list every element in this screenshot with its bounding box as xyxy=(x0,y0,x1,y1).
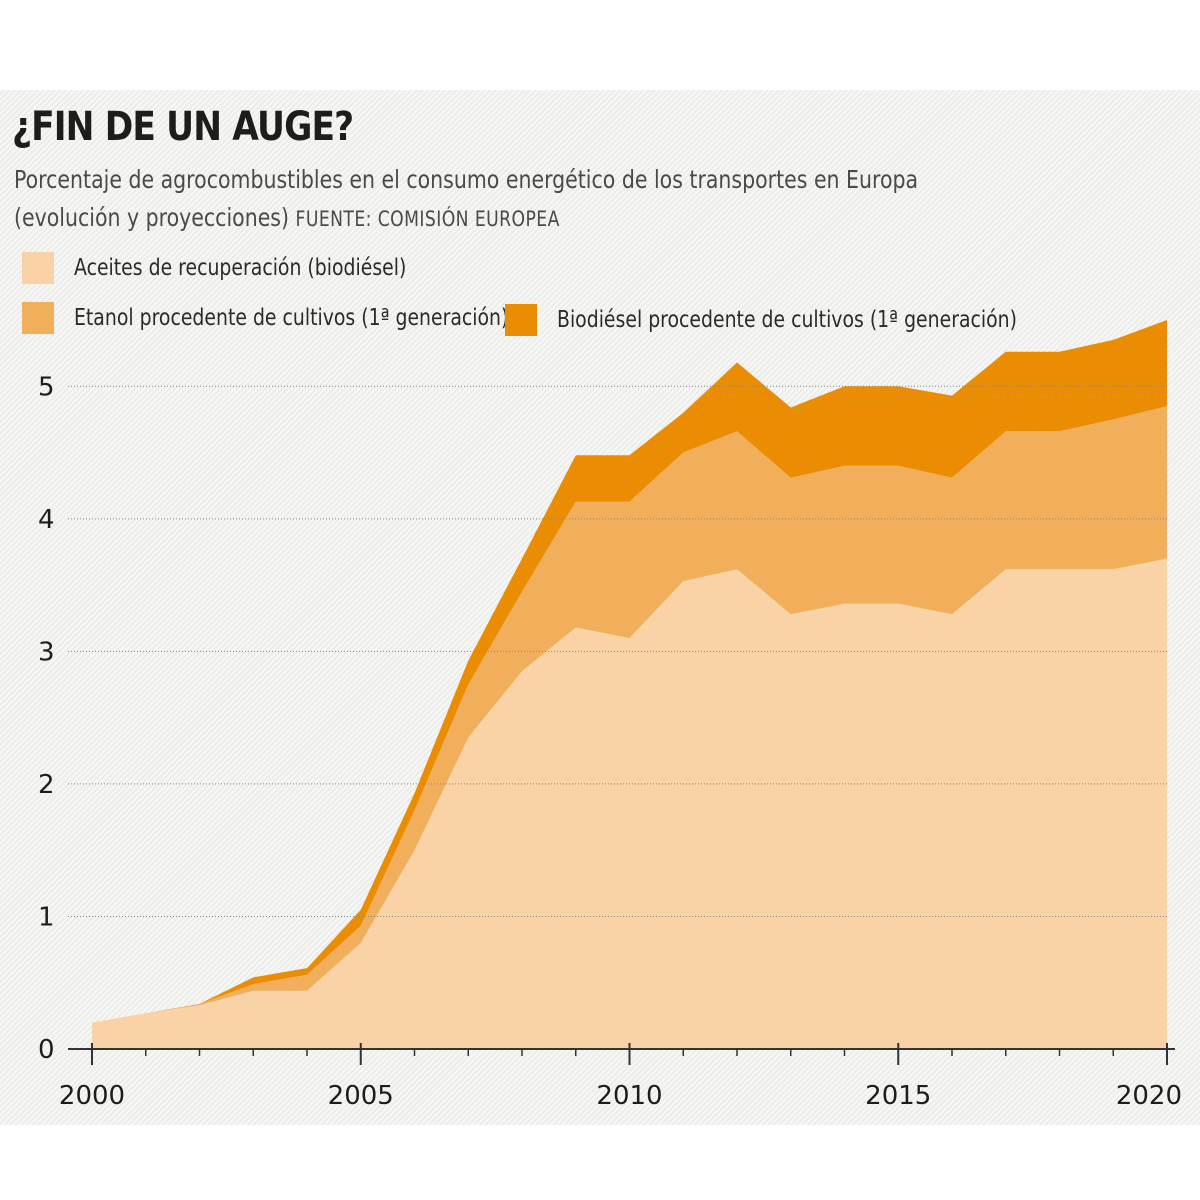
stacked-area-chart: 0 1 2 3 4 5 2000 2005 2010 2015 2020 xyxy=(0,0,1200,1200)
y-tick-label-3: 3 xyxy=(38,637,55,667)
axes-layer: 2000 2005 2010 2015 2020 xyxy=(59,1043,1182,1111)
x-tick-label-2015: 2015 xyxy=(865,1081,931,1111)
areas-layer xyxy=(92,320,1167,1049)
y-tick-label-2: 2 xyxy=(38,770,55,800)
x-tick-label-2000: 2000 xyxy=(59,1081,125,1111)
y-tick-label-0: 0 xyxy=(38,1035,55,1065)
y-tick-label-1: 1 xyxy=(38,902,55,932)
x-tick-label-2020: 2020 xyxy=(1116,1081,1182,1111)
y-tick-label-4: 4 xyxy=(38,505,55,535)
y-tick-label-5: 5 xyxy=(38,372,55,402)
x-tick-label-2010: 2010 xyxy=(596,1081,662,1111)
x-tick-label-2005: 2005 xyxy=(328,1081,394,1111)
